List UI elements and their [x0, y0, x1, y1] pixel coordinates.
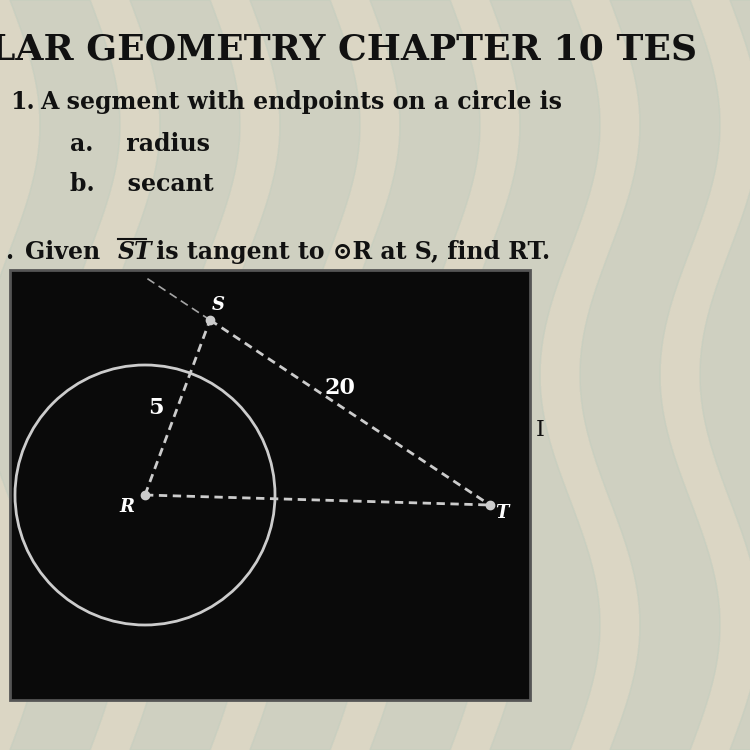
Text: b.    secant: b. secant	[70, 172, 214, 196]
Text: LAR GEOMETRY CHAPTER 10 TES: LAR GEOMETRY CHAPTER 10 TES	[0, 32, 697, 66]
Text: I: I	[536, 419, 544, 441]
Text: 5: 5	[148, 397, 164, 418]
Bar	[10, 270, 530, 700]
Text: S: S	[211, 296, 224, 314]
Text: 20: 20	[325, 376, 356, 398]
Text: A segment with endpoints on a circle is: A segment with endpoints on a circle is	[40, 90, 562, 114]
Text: is tangent to ⊙R at S, find RT.: is tangent to ⊙R at S, find RT.	[148, 240, 550, 264]
Text: T: T	[495, 504, 508, 522]
Text: 1.: 1.	[10, 90, 34, 114]
Text: Given: Given	[25, 240, 108, 264]
Text: ST: ST	[118, 240, 153, 264]
Text: R: R	[119, 498, 134, 516]
Text: .: .	[5, 240, 13, 264]
Text: a.    radius: a. radius	[70, 132, 210, 156]
